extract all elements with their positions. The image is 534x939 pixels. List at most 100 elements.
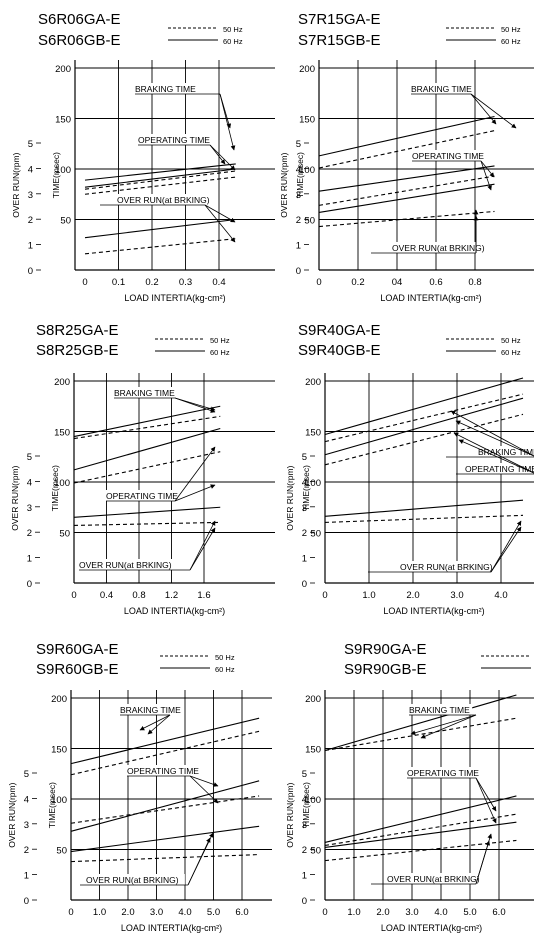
time-tick-label: 50 bbox=[310, 529, 321, 540]
series-operating-time-60hz bbox=[318, 165, 495, 192]
x-axis-label: LOAD INTERTIA(kg-cm²) bbox=[380, 293, 481, 303]
annotation-arrow bbox=[455, 420, 534, 457]
overrun-tick-label: 5 bbox=[27, 452, 32, 463]
overrun-tick-label: 3 bbox=[24, 820, 29, 831]
series-operating-time-50hz bbox=[70, 795, 260, 824]
annotation-label: BRAKING TIME bbox=[478, 447, 534, 457]
annotation-label: OVER RUN(at BRKING) bbox=[400, 562, 493, 572]
annotation-arrow bbox=[480, 160, 495, 178]
overrun-tick-label: 3 bbox=[27, 503, 32, 514]
y-outer-label: OVER RUN(rpm) bbox=[11, 152, 21, 217]
series-over-run-at-brking--60hz bbox=[318, 183, 495, 213]
model-name: S9R40GB-E bbox=[298, 342, 381, 359]
annotation-label: OVER RUN(at BRKING) bbox=[79, 560, 172, 570]
time-tick-label: 150 bbox=[51, 745, 67, 756]
series-over-run-at-brking--50hz bbox=[318, 210, 495, 228]
series-operating-time-60hz bbox=[73, 427, 221, 471]
legend-50hz: 50 Hz bbox=[501, 336, 521, 345]
time-tick-label: 200 bbox=[305, 377, 321, 388]
annotation-bg bbox=[112, 387, 178, 398]
annotation-label: BRAKING TIME bbox=[411, 84, 472, 94]
overrun-tick-label: 2 bbox=[28, 215, 33, 226]
overrun-tick-label: 0 bbox=[302, 896, 307, 907]
annotation-arrow bbox=[189, 775, 219, 804]
model-name: S6R06GA-E bbox=[38, 11, 121, 28]
annotation-arrow bbox=[420, 714, 477, 739]
series-braking-time-60hz bbox=[318, 115, 495, 157]
x-tick-label: 1.0 bbox=[93, 907, 106, 918]
annotation-arrow bbox=[189, 520, 216, 571]
time-tick-label: 50 bbox=[59, 529, 70, 540]
annotation-bg bbox=[136, 134, 212, 145]
annotation-label: OPERATING TIME bbox=[106, 491, 178, 501]
annotation-arrow bbox=[174, 484, 216, 502]
x-tick-label: 2.0 bbox=[121, 907, 134, 918]
series-braking-time-50hz bbox=[318, 130, 495, 169]
annotation-label: BRAKING TIME bbox=[135, 84, 196, 94]
x-tick-label: 04 bbox=[392, 277, 403, 288]
x-tick-label: 1.0 bbox=[362, 590, 375, 601]
annotation-arrow bbox=[475, 840, 491, 885]
x-axis-label: LOAD INTERTIA(kg-cm²) bbox=[383, 606, 484, 616]
time-tick-label: 200 bbox=[55, 64, 71, 75]
annotation-label: BRAKING TIME bbox=[114, 388, 175, 398]
series-over-run-at-brking--60hz bbox=[73, 506, 221, 518]
legend-60hz: 60 Hz bbox=[501, 37, 521, 46]
annotation-arrow bbox=[189, 527, 216, 571]
annotation-bg bbox=[407, 704, 473, 715]
annotation-arrow bbox=[475, 777, 497, 812]
annotation-arrow bbox=[470, 93, 497, 125]
annotation-arrow bbox=[453, 432, 534, 474]
series-operating-time-60hz bbox=[324, 795, 517, 843]
overrun-tick-label: 3 bbox=[302, 503, 307, 514]
time-tick-label: 150 bbox=[305, 745, 321, 756]
series-over-run-at-brking--50hz bbox=[70, 854, 260, 863]
overrun-tick-label: 4 bbox=[302, 794, 307, 805]
overrun-tick-label: 5 bbox=[296, 139, 301, 150]
annotation-bg bbox=[125, 765, 201, 776]
annotation-label: OPERATING TIME bbox=[412, 151, 484, 161]
y-outer-label: OVER RUN(rpm) bbox=[10, 465, 20, 530]
series-braking-time-50hz bbox=[84, 170, 236, 190]
time-tick-label: 150 bbox=[299, 115, 315, 126]
annotation-arrow bbox=[189, 775, 219, 787]
time-tick-label: 50 bbox=[60, 216, 71, 227]
series-over-run-at-brking--60hz bbox=[324, 499, 524, 517]
series-over-run-at-brking--60hz bbox=[70, 825, 260, 853]
time-tick-label: 200 bbox=[299, 64, 315, 75]
x-tick-label: 0 bbox=[322, 907, 327, 918]
y-time-label: TIME(msec) bbox=[301, 465, 311, 511]
model-name: S8R25GB-E bbox=[36, 342, 119, 359]
annotation-arrow bbox=[490, 526, 522, 573]
time-tick-label: 150 bbox=[55, 115, 71, 126]
x-tick-label: 0.2 bbox=[351, 277, 364, 288]
time-tick-label: 100 bbox=[54, 478, 70, 489]
overrun-tick-label: 1 bbox=[27, 554, 32, 565]
x-tick-label: 6.0 bbox=[492, 907, 505, 918]
annotation-arrow bbox=[204, 204, 236, 223]
overrun-tick-label: 2 bbox=[27, 528, 32, 539]
x-axis-label: LOAD INTERTIA(kg-cm²) bbox=[121, 923, 222, 933]
series-braking-time-60hz bbox=[70, 717, 260, 765]
annotation-arrow bbox=[209, 144, 226, 165]
overrun-tick-label: 5 bbox=[28, 139, 33, 150]
overrun-tick-label: 3 bbox=[28, 190, 33, 201]
x-tick-label: 5.0 bbox=[463, 907, 476, 918]
annotation-arrow bbox=[209, 144, 236, 171]
x-tick-label: 0.2 bbox=[145, 277, 158, 288]
overrun-tick-label: 5 bbox=[302, 769, 307, 780]
x-tick-label: 4.0 bbox=[494, 590, 507, 601]
model-name: S9R90GA-E bbox=[344, 641, 427, 658]
overrun-tick-label: 3 bbox=[296, 190, 301, 201]
annotation-bg bbox=[463, 463, 534, 474]
annotation-bg bbox=[398, 561, 499, 572]
overrun-tick-label: 2 bbox=[24, 845, 29, 856]
annotation-arrow bbox=[187, 837, 211, 886]
x-tick-label: 4.0 bbox=[434, 907, 447, 918]
annotation-arrow bbox=[219, 93, 236, 151]
x-tick-label: 3.0 bbox=[150, 907, 163, 918]
overrun-tick-label: 2 bbox=[302, 528, 307, 539]
x-tick-label: 0.1 bbox=[112, 277, 125, 288]
